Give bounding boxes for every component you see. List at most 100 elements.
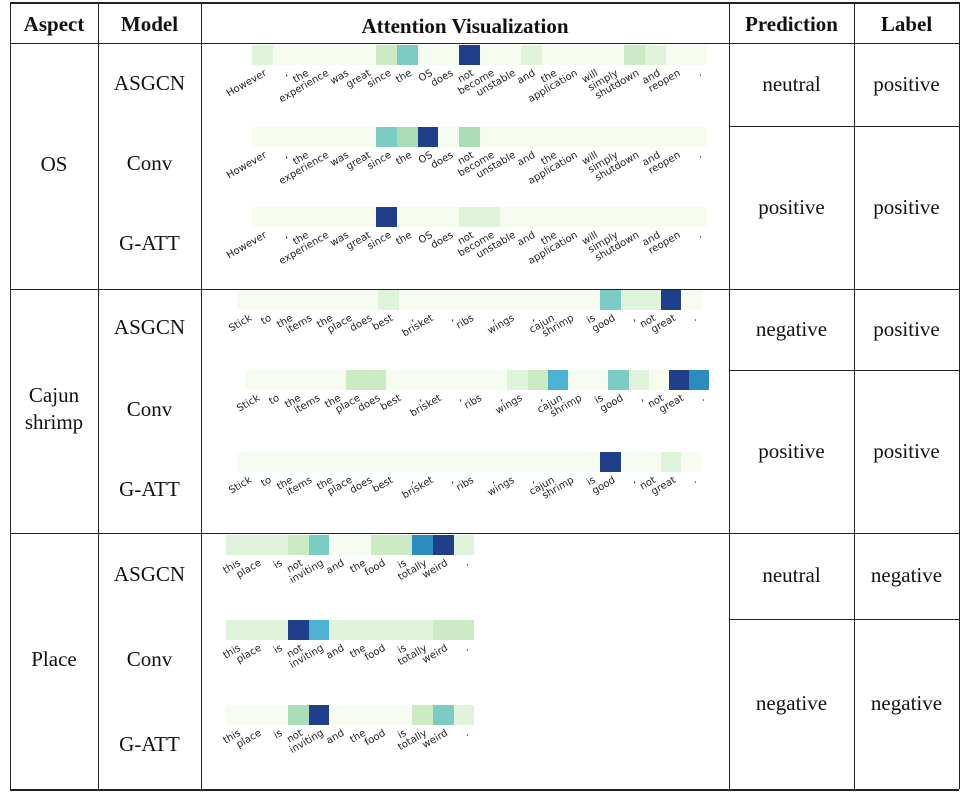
token-label: and [515,67,538,87]
attention-cell [432,620,454,640]
attention-cell [588,370,609,390]
attention-cell [317,452,338,472]
attention-cell [539,290,560,310]
attention-cell [237,452,258,472]
token-label: food [363,557,388,579]
attention-cell [660,290,682,310]
token-label: , [629,474,638,486]
prediction-value: positive [758,194,825,219]
attention-cell [600,290,621,310]
attention-cell [267,705,289,725]
token-label: . [462,727,471,739]
prediction-divider [729,126,959,128]
attention-cell [293,207,315,227]
attention-cell [541,127,563,147]
attention-cell [226,620,247,640]
header-aspect: Aspect [23,12,85,36]
attention-cell [329,535,351,555]
attention-cell [583,127,604,147]
token-label: , [637,392,646,404]
attention-cell [370,620,392,640]
attention-cell [459,452,480,472]
attention-cell [624,207,646,227]
attention-cell [314,207,335,227]
model-label: Conv [126,397,173,421]
attention-cell [560,452,581,472]
attention-cell [358,452,379,472]
token-label: is [271,557,285,572]
attention-heatmap-row [226,705,475,725]
token-label: and [324,642,347,662]
attention-cell [453,620,475,640]
token-label: the [394,67,415,86]
attention-cell [418,452,439,472]
token-label: . [689,312,699,324]
attention-heatmap-row [226,535,475,555]
attention-cell [541,207,563,227]
attention-cell [620,290,641,310]
attention-cell [500,127,521,147]
prediction-divider [729,370,959,372]
attention-cell [426,370,447,390]
prediction-value: neutral [762,71,821,96]
token-label: However [225,229,269,262]
attention-cell [267,535,289,555]
attention-cell [376,127,397,147]
attention-cell [580,452,601,472]
attention-cell [648,370,669,390]
attention-cell [308,535,330,555]
attention-cell [398,290,419,310]
attention-cell [500,207,521,227]
attention-cell [624,127,646,147]
token-label: to [267,392,282,408]
prediction-value: positive [758,438,825,463]
attention-cell [467,370,488,390]
token-label: Stick [227,474,254,497]
token-label: and [515,229,538,249]
model-label: ASGCN [113,562,186,586]
attention-cell [252,207,273,227]
attention-cell [603,127,625,147]
token-label: , [281,67,290,79]
attention-cell [580,290,601,310]
token-label: ribs [462,392,485,412]
header-prediction: Prediction [745,12,838,36]
attention-heatmap-row [252,45,708,65]
attention-cell [479,207,501,227]
attention-cell [689,370,710,390]
label-value: negative [870,691,943,715]
token-label: ribs [454,474,477,494]
attention-cell [246,705,268,725]
attention-cell [487,370,508,390]
attention-cell [640,290,661,310]
header-attention: Attention Visualization [361,14,569,38]
attention-heatmap-row [237,290,702,310]
attention-cell [337,290,359,310]
prediction-value: negative [755,316,828,341]
attention-cell [376,45,397,65]
attention-cell [527,370,548,390]
aspect-label: OS [40,151,68,176]
header-label: Label [880,12,933,36]
attention-cell [391,535,413,555]
token-label: Stick [227,312,254,335]
attention-cell [252,45,273,65]
token-label: is [271,642,285,657]
attention-cell [459,290,480,310]
prediction-value: negative [755,691,828,715]
model-label: ASGCN [113,71,186,95]
attention-cell [317,290,338,310]
attention-cell [350,705,371,725]
attention-heatmap-row [245,370,710,390]
table-border-bottom [10,789,959,791]
attention-cell [412,535,433,555]
attention-cell [560,290,581,310]
attention-cell [226,705,247,725]
attention-cell [329,620,351,640]
token-label: brisket [400,474,436,502]
attention-cell [288,535,309,555]
model-label: G-ATT [119,732,180,756]
attention-cell [245,370,266,390]
attention-cell [438,45,459,65]
